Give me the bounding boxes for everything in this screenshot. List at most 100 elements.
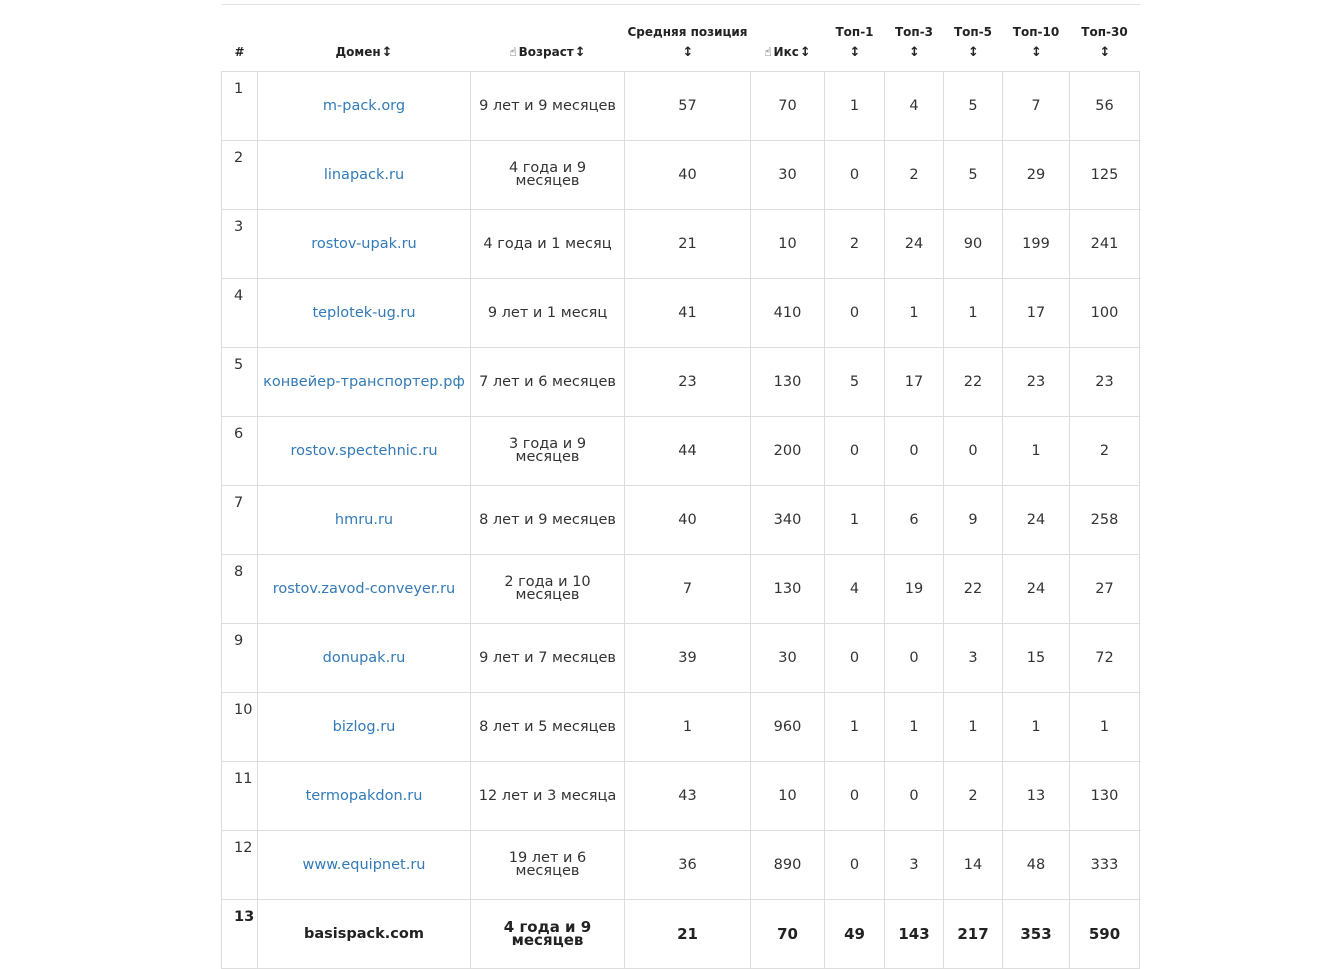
top3-cell: 2 xyxy=(884,140,944,210)
header-top30[interactable]: Топ-30 ↕ xyxy=(1069,4,1140,72)
age-cell: 4 года и 9 месяцев xyxy=(470,140,625,210)
header-top5[interactable]: Топ-5 ↕ xyxy=(943,4,1003,72)
top5-cell: 22 xyxy=(943,347,1003,417)
domain-link[interactable]: www.equipnet.ru xyxy=(302,856,426,873)
top10-cell: 199 xyxy=(1002,209,1070,279)
row-number: 10 xyxy=(221,692,258,762)
domain-link[interactable]: termopakdon.ru xyxy=(305,787,423,804)
hand-pointer-icon: ☝ xyxy=(509,45,517,59)
top30-cell: 100 xyxy=(1069,278,1140,348)
top10-cell: 48 xyxy=(1002,830,1070,900)
top3-cell: 1 xyxy=(884,278,944,348)
domain-cell: linapack.ru xyxy=(257,140,471,210)
table-row: 1 m-pack.org 9 лет и 9 месяцев 57 70 1 4 5 7 56 xyxy=(221,71,1140,141)
top5-cell: 22 xyxy=(943,554,1003,624)
sort-arrows-icon[interactable]: ↕ xyxy=(799,45,811,60)
top30-cell: 1 xyxy=(1069,692,1140,762)
top3-cell: 19 xyxy=(884,554,944,624)
domain-link[interactable]: rostov-upak.ru xyxy=(311,235,417,252)
iks-cell: 340 xyxy=(750,485,825,555)
sort-arrows-icon[interactable]: ↕ xyxy=(849,45,861,60)
top5-cell: 0 xyxy=(943,416,1003,486)
domain-link[interactable]: конвейер-транспортер.рф xyxy=(263,373,465,390)
domain-link[interactable]: rostov.spectehnic.ru xyxy=(290,442,438,459)
row-number: 7 xyxy=(221,485,258,555)
iks-cell: 30 xyxy=(750,140,825,210)
top1-cell: 1 xyxy=(824,485,885,555)
age-cell: 8 лет и 9 месяцев xyxy=(470,485,625,555)
age-cell: 19 лет и 6 месяцев xyxy=(470,830,625,900)
top1-cell: 1 xyxy=(824,71,885,141)
sort-arrows-icon[interactable]: ↕ xyxy=(1031,45,1042,60)
hand-pointer-icon: ☝ xyxy=(764,45,772,59)
avg-position-cell: 7 xyxy=(624,554,751,624)
header-num: # xyxy=(221,4,258,72)
avg-position-cell: 21 xyxy=(624,899,751,969)
domain-link[interactable]: bizlog.ru xyxy=(332,718,396,735)
domain-link[interactable]: hmru.ru xyxy=(334,511,394,528)
top10-cell: 17 xyxy=(1002,278,1070,348)
top30-cell: 130 xyxy=(1069,761,1140,831)
sort-arrows-icon[interactable]: ↕ xyxy=(574,45,586,60)
table-row: 12 www.equipnet.ru 19 лет и 6 месяцев 36 890… xyxy=(221,830,1140,900)
top10-cell: 1 xyxy=(1002,692,1070,762)
iks-cell: 130 xyxy=(750,554,825,624)
competitors-table: # Домен↕ ☝ Возраст↕ Средняя позиция ↕ ☝ Икс… xyxy=(221,4,1140,969)
domain-cell: rostov.zavod-conveyer.ru xyxy=(257,554,471,624)
domain-cell: m-pack.org xyxy=(257,71,471,141)
header-avg-position[interactable]: Средняя позиция ↕ xyxy=(624,4,751,72)
top3-cell: 3 xyxy=(884,830,944,900)
domain-link[interactable]: linapack.ru xyxy=(323,166,405,183)
row-number: 9 xyxy=(221,623,258,693)
avg-position-cell: 21 xyxy=(624,209,751,279)
avg-position-cell: 57 xyxy=(624,71,751,141)
iks-cell: 200 xyxy=(750,416,825,486)
top1-cell: 49 xyxy=(824,899,885,969)
header-top1[interactable]: Топ-1 ↕ xyxy=(824,4,885,72)
age-cell: 4 года и 9 месяцев xyxy=(470,899,625,969)
avg-position-cell: 44 xyxy=(624,416,751,486)
header-iks[interactable]: ☝ Икс↕ xyxy=(750,4,825,72)
top3-cell: 24 xyxy=(884,209,944,279)
sort-arrows-icon[interactable]: ↕ xyxy=(381,45,393,60)
top30-cell: 125 xyxy=(1069,140,1140,210)
competitors-table-wrapper: # Домен↕ ☝ Возраст↕ Средняя позиция ↕ ☝ Икс… xyxy=(221,4,1140,969)
header-domain[interactable]: Домен↕ xyxy=(257,4,471,72)
top5-cell: 5 xyxy=(943,140,1003,210)
top30-cell: 333 xyxy=(1069,830,1140,900)
domain-link[interactable]: teplotek-ug.ru xyxy=(312,304,416,321)
header-age[interactable]: ☝ Возраст↕ xyxy=(470,4,625,72)
sort-arrows-icon[interactable]: ↕ xyxy=(682,45,694,60)
header-top3[interactable]: Топ-3 ↕ xyxy=(884,4,944,72)
own-domain-label: basispack.com xyxy=(304,925,424,942)
avg-position-cell: 23 xyxy=(624,347,751,417)
iks-cell: 70 xyxy=(750,71,825,141)
top1-cell: 0 xyxy=(824,278,885,348)
iks-cell: 70 xyxy=(750,899,825,969)
domain-link[interactable]: m-pack.org xyxy=(322,97,406,114)
table-row: 10 bizlog.ru 8 лет и 5 месяцев 1 960 1 1 1 1 1 xyxy=(221,692,1140,762)
sort-arrows-icon[interactable]: ↕ xyxy=(909,45,920,60)
top3-cell: 143 xyxy=(884,899,944,969)
domain-link[interactable]: donupak.ru xyxy=(322,649,406,666)
row-number: 4 xyxy=(221,278,258,348)
top3-cell: 1 xyxy=(884,692,944,762)
top3-cell: 6 xyxy=(884,485,944,555)
domain-cell: bizlog.ru xyxy=(257,692,471,762)
avg-position-cell: 1 xyxy=(624,692,751,762)
row-number: 11 xyxy=(221,761,258,831)
domain-link[interactable]: rostov.zavod-conveyer.ru xyxy=(272,580,456,597)
table-row: 6 rostov.spectehnic.ru 3 года и 9 месяцев 4… xyxy=(221,416,1140,486)
top30-cell: 56 xyxy=(1069,71,1140,141)
sort-arrows-icon[interactable]: ↕ xyxy=(1099,45,1111,60)
table-body: 1 m-pack.org 9 лет и 9 месяцев 57 70 1 4 5 7 56 2 l… xyxy=(221,71,1140,969)
age-cell: 2 года и 10 месяцев xyxy=(470,554,625,624)
top1-cell: 2 xyxy=(824,209,885,279)
header-top10[interactable]: Топ-10 ↕ xyxy=(1002,4,1070,72)
domain-cell: teplotek-ug.ru xyxy=(257,278,471,348)
top10-cell: 15 xyxy=(1002,623,1070,693)
age-cell: 12 лет и 3 месяца xyxy=(470,761,625,831)
age-cell: 7 лет и 6 месяцев xyxy=(470,347,625,417)
sort-arrows-icon[interactable]: ↕ xyxy=(968,45,979,60)
iks-cell: 10 xyxy=(750,761,825,831)
